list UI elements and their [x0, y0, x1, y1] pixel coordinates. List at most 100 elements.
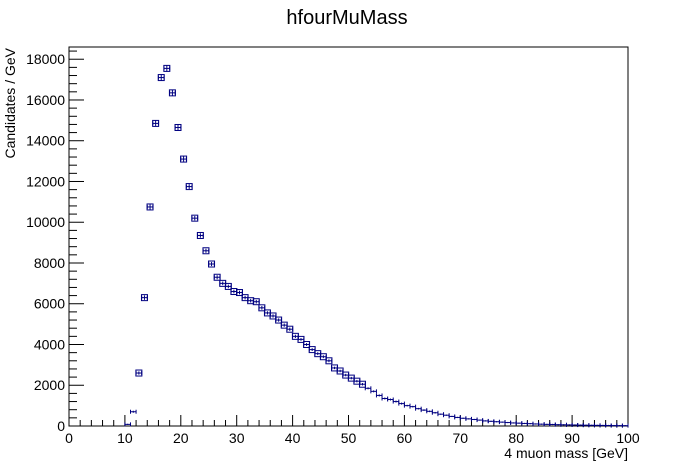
data-point: [588, 423, 595, 428]
y-tick-label: 16000: [26, 92, 65, 108]
data-point: [403, 403, 411, 408]
data-point: [459, 416, 467, 421]
y-axis-label: Candidates / GeV: [2, 47, 18, 158]
data-point: [275, 316, 283, 324]
data-point: [303, 340, 311, 348]
data-point: [415, 406, 422, 411]
data-point: [605, 423, 612, 428]
data-point: [409, 404, 417, 409]
x-tick-label: 40: [285, 430, 301, 446]
data-point: [174, 123, 182, 131]
data-point: [124, 422, 131, 427]
data-point: [532, 421, 540, 426]
data-point: [482, 418, 489, 423]
data-point: [146, 203, 154, 211]
x-tick-label: 0: [65, 430, 73, 446]
y-tick-label: 14000: [26, 133, 65, 149]
data-point: [163, 64, 171, 72]
data-point: [387, 397, 394, 402]
x-tick-label: 80: [508, 430, 524, 446]
data-point: [493, 419, 500, 424]
data-point: [308, 346, 316, 354]
data-point: [510, 420, 517, 425]
data-point: [381, 396, 389, 401]
data-point: [443, 413, 450, 418]
data-point: [582, 423, 590, 428]
x-axis-label: 4 muon mass [GeV]: [504, 445, 628, 461]
data-point: [196, 231, 204, 239]
data-point: [599, 423, 607, 428]
data-point: [319, 353, 327, 361]
x-tick-label: 30: [229, 430, 245, 446]
data-point: [465, 416, 472, 421]
data-point: [448, 414, 456, 419]
y-tick-label: 4000: [34, 336, 65, 352]
data-point: [498, 420, 506, 425]
x-axis: 0 10 20 30 40 50 60 70 80 90 100: [65, 415, 640, 446]
data-point: [297, 335, 305, 343]
data-point: [621, 423, 629, 428]
data-point: [129, 409, 137, 414]
data-point: [364, 386, 372, 391]
data-point: [392, 399, 400, 404]
x-tick-label: 60: [397, 430, 413, 446]
data-point: [152, 119, 160, 127]
data-point: [224, 282, 232, 290]
data-point: [420, 408, 428, 413]
data-point: [208, 260, 216, 268]
data-point: [610, 423, 618, 428]
data-point: [135, 369, 143, 377]
data-points: [124, 64, 629, 428]
data-point: [157, 74, 165, 82]
data-point: [213, 273, 221, 281]
data-point: [593, 423, 601, 428]
data-point: [235, 289, 243, 297]
data-point: [280, 321, 288, 329]
data-point: [202, 247, 210, 255]
data-point: [252, 298, 260, 306]
x-tick-label: 20: [173, 430, 189, 446]
data-point: [180, 155, 188, 163]
x-tick-label: 100: [616, 430, 640, 446]
y-tick-label: 2000: [34, 377, 65, 393]
data-point: [140, 294, 148, 302]
data-point: [358, 380, 366, 388]
data-point: [375, 393, 383, 398]
x-tick-label: 50: [341, 430, 357, 446]
data-point: [185, 183, 193, 191]
data-point: [286, 325, 294, 333]
data-point: [230, 288, 238, 296]
plot-frame: [68, 46, 629, 427]
chart-title: hfourMuMass: [286, 7, 407, 29]
y-axis: 0 2000 4000 6000 8000 10000 12000 14000 16000 180…: [26, 50, 84, 434]
data-point: [515, 421, 523, 426]
data-point: [504, 420, 512, 425]
data-point: [398, 401, 405, 406]
data-point: [431, 410, 439, 415]
data-point: [247, 297, 255, 305]
data-point: [476, 418, 484, 423]
data-point: [454, 415, 461, 420]
x-tick-label: 10: [117, 430, 133, 446]
x-tick-label: 90: [564, 430, 580, 446]
y-tick-label: 0: [57, 418, 65, 434]
y-tick-label: 12000: [26, 173, 65, 189]
data-point: [325, 357, 333, 365]
data-point: [521, 421, 528, 426]
x-tick-label: 70: [453, 430, 469, 446]
data-point: [258, 304, 266, 312]
data-point: [487, 419, 495, 424]
data-point: [470, 417, 478, 422]
data-point: [370, 389, 377, 394]
data-point: [426, 409, 433, 414]
data-point: [168, 89, 176, 97]
data-point: [437, 412, 445, 417]
data-point: [191, 214, 199, 222]
y-tick-label: 6000: [34, 296, 65, 312]
data-point: [526, 421, 534, 426]
y-tick-label: 8000: [34, 255, 65, 271]
y-tick-label: 18000: [26, 51, 65, 67]
y-tick-label: 10000: [26, 214, 65, 230]
data-point: [616, 423, 623, 428]
